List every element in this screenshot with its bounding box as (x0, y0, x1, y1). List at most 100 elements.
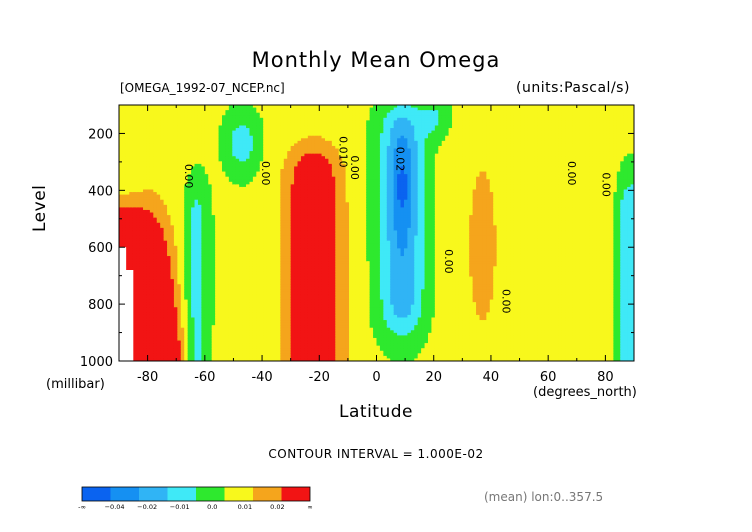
field-cell (119, 194, 124, 198)
field-cell (170, 266, 175, 270)
field-cell (139, 156, 144, 160)
field-cell (180, 189, 185, 193)
field-cell (132, 204, 137, 208)
field-cell (129, 243, 134, 247)
field-cell (173, 217, 178, 221)
field-cell (208, 307, 213, 311)
field-cell (215, 135, 220, 139)
field-cell (208, 348, 213, 352)
field-cell (208, 122, 213, 127)
field-cell (218, 128, 223, 132)
field-cell (125, 248, 130, 252)
field-cell (146, 253, 151, 257)
field-cell (139, 145, 144, 150)
field-cell (160, 133, 165, 137)
field-cell (139, 202, 144, 206)
field-cell (119, 184, 124, 188)
field-cell (228, 245, 233, 249)
field-cell (184, 358, 189, 361)
field-cell (222, 107, 227, 111)
field-cell (249, 125, 254, 129)
field-cell (215, 266, 220, 270)
field-cell (215, 204, 220, 208)
field-cell (160, 166, 165, 170)
field-cell (249, 130, 254, 134)
field-cell (211, 202, 216, 206)
field-cell (125, 148, 130, 152)
field-cell (228, 156, 233, 160)
field-cell (208, 209, 213, 214)
field-cell (204, 294, 209, 298)
field-cell (232, 105, 237, 109)
field-cell (156, 166, 161, 170)
field-cell (149, 309, 154, 313)
field-cell (259, 181, 264, 185)
field-cell (180, 145, 185, 150)
field-cell (204, 317, 209, 321)
field-cell (180, 166, 185, 170)
field-cell (177, 256, 182, 260)
field-cell (139, 322, 144, 326)
field-cell (208, 266, 213, 270)
field-cell (235, 312, 240, 316)
field-cell (143, 330, 148, 334)
field-cell (215, 358, 220, 361)
field-cell (180, 143, 185, 147)
field-cell (156, 322, 161, 326)
field-cell (259, 227, 264, 232)
field-cell (163, 194, 168, 198)
field-cell (139, 212, 144, 216)
field-cell (132, 217, 137, 221)
field-cell (153, 299, 158, 303)
field-cell (146, 125, 151, 129)
field-cell (201, 245, 206, 249)
field-cell (143, 171, 148, 175)
field-cell (252, 220, 257, 224)
field-cell (129, 209, 134, 214)
field-cell (136, 248, 141, 252)
field-cell (246, 161, 251, 165)
field-cell (132, 325, 137, 329)
field-cell (187, 266, 192, 270)
field-cell (153, 320, 158, 324)
field-cell (163, 276, 168, 280)
field-cell (184, 350, 189, 354)
field-cell (184, 153, 189, 157)
field-cell (180, 343, 185, 347)
field-cell (143, 225, 148, 229)
field-cell (201, 266, 206, 270)
field-cell (153, 212, 158, 216)
field-cell (256, 340, 261, 344)
field-cell (132, 220, 137, 224)
field-cell (191, 122, 196, 127)
field-cell (252, 202, 257, 206)
field-cell (246, 148, 251, 152)
field-cell (218, 309, 223, 313)
field-cell (125, 184, 130, 188)
field-cell (146, 250, 151, 255)
field-cell (235, 268, 240, 272)
field-cell (125, 110, 130, 114)
field-cell (187, 230, 192, 234)
field-cell (259, 225, 264, 229)
field-cell (252, 307, 257, 311)
field-cell (180, 345, 185, 349)
field-cell (228, 345, 233, 349)
field-cell (129, 261, 134, 265)
field-cell (256, 327, 261, 331)
field-cell (173, 194, 178, 198)
field-cell (197, 145, 202, 150)
field-cell (153, 120, 158, 124)
field-cell (132, 230, 137, 234)
field-cell (197, 263, 202, 267)
field-cell (194, 289, 199, 293)
field-cell (249, 227, 254, 232)
field-cell (143, 161, 148, 165)
field-cell (173, 243, 178, 247)
field-cell (136, 166, 141, 170)
field-cell (170, 145, 175, 150)
field-cell (177, 355, 182, 360)
field-cell (146, 174, 151, 178)
field-cell (218, 135, 223, 139)
field-cell (191, 179, 196, 183)
